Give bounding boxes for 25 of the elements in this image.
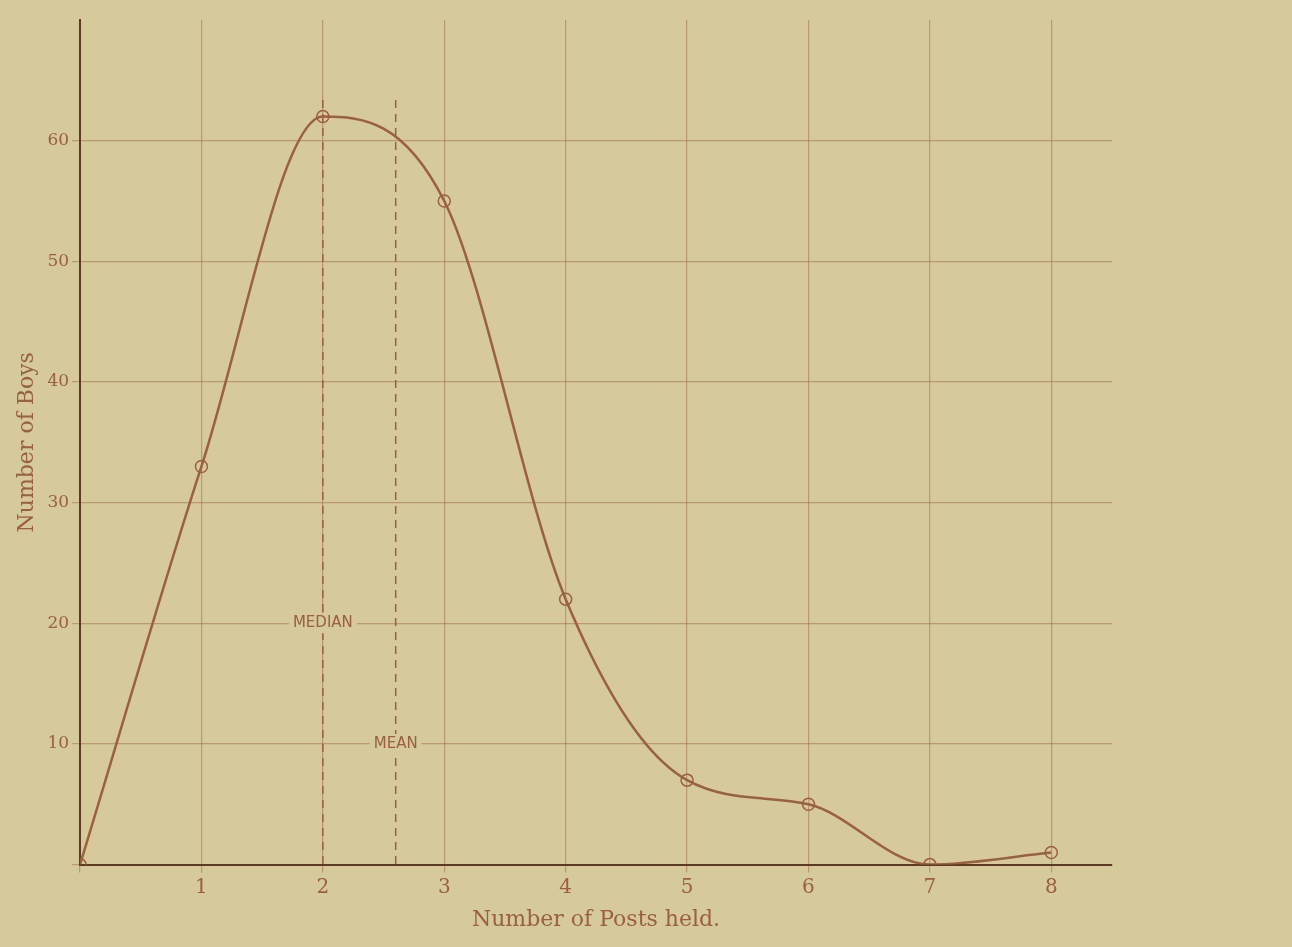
y-tick-label: 10 bbox=[47, 732, 70, 753]
y-tick-label: 20 bbox=[47, 611, 70, 632]
y-tick-label: 50 bbox=[47, 249, 70, 270]
x-tick-label: 5 bbox=[680, 873, 694, 898]
y-tick-label: 30 bbox=[47, 491, 70, 512]
x-tick-label: 4 bbox=[559, 873, 573, 898]
point bbox=[680, 773, 694, 787]
point bbox=[194, 459, 209, 474]
point bbox=[316, 109, 330, 124]
x-tick-label: 7 bbox=[923, 873, 937, 898]
ref-line-label: MEDIAN bbox=[292, 613, 353, 632]
y-tick-label: 40 bbox=[47, 370, 70, 391]
y-axis-title: Number of Boys bbox=[12, 352, 38, 533]
x-tick-label: 6 bbox=[802, 873, 815, 898]
y-tick-label: 60 bbox=[47, 129, 70, 150]
point bbox=[558, 592, 573, 606]
x-tick-label: 1 bbox=[195, 873, 208, 898]
x-tick-label: 8 bbox=[1044, 873, 1058, 898]
ref-line-label: MEAN bbox=[373, 733, 418, 752]
point bbox=[1044, 845, 1059, 860]
x-axis-title: Number of Posts held. bbox=[471, 905, 721, 931]
x-tick-label: 2 bbox=[316, 873, 330, 898]
x-tick-label: 3 bbox=[437, 873, 451, 898]
point bbox=[801, 797, 816, 812]
point bbox=[437, 194, 452, 208]
